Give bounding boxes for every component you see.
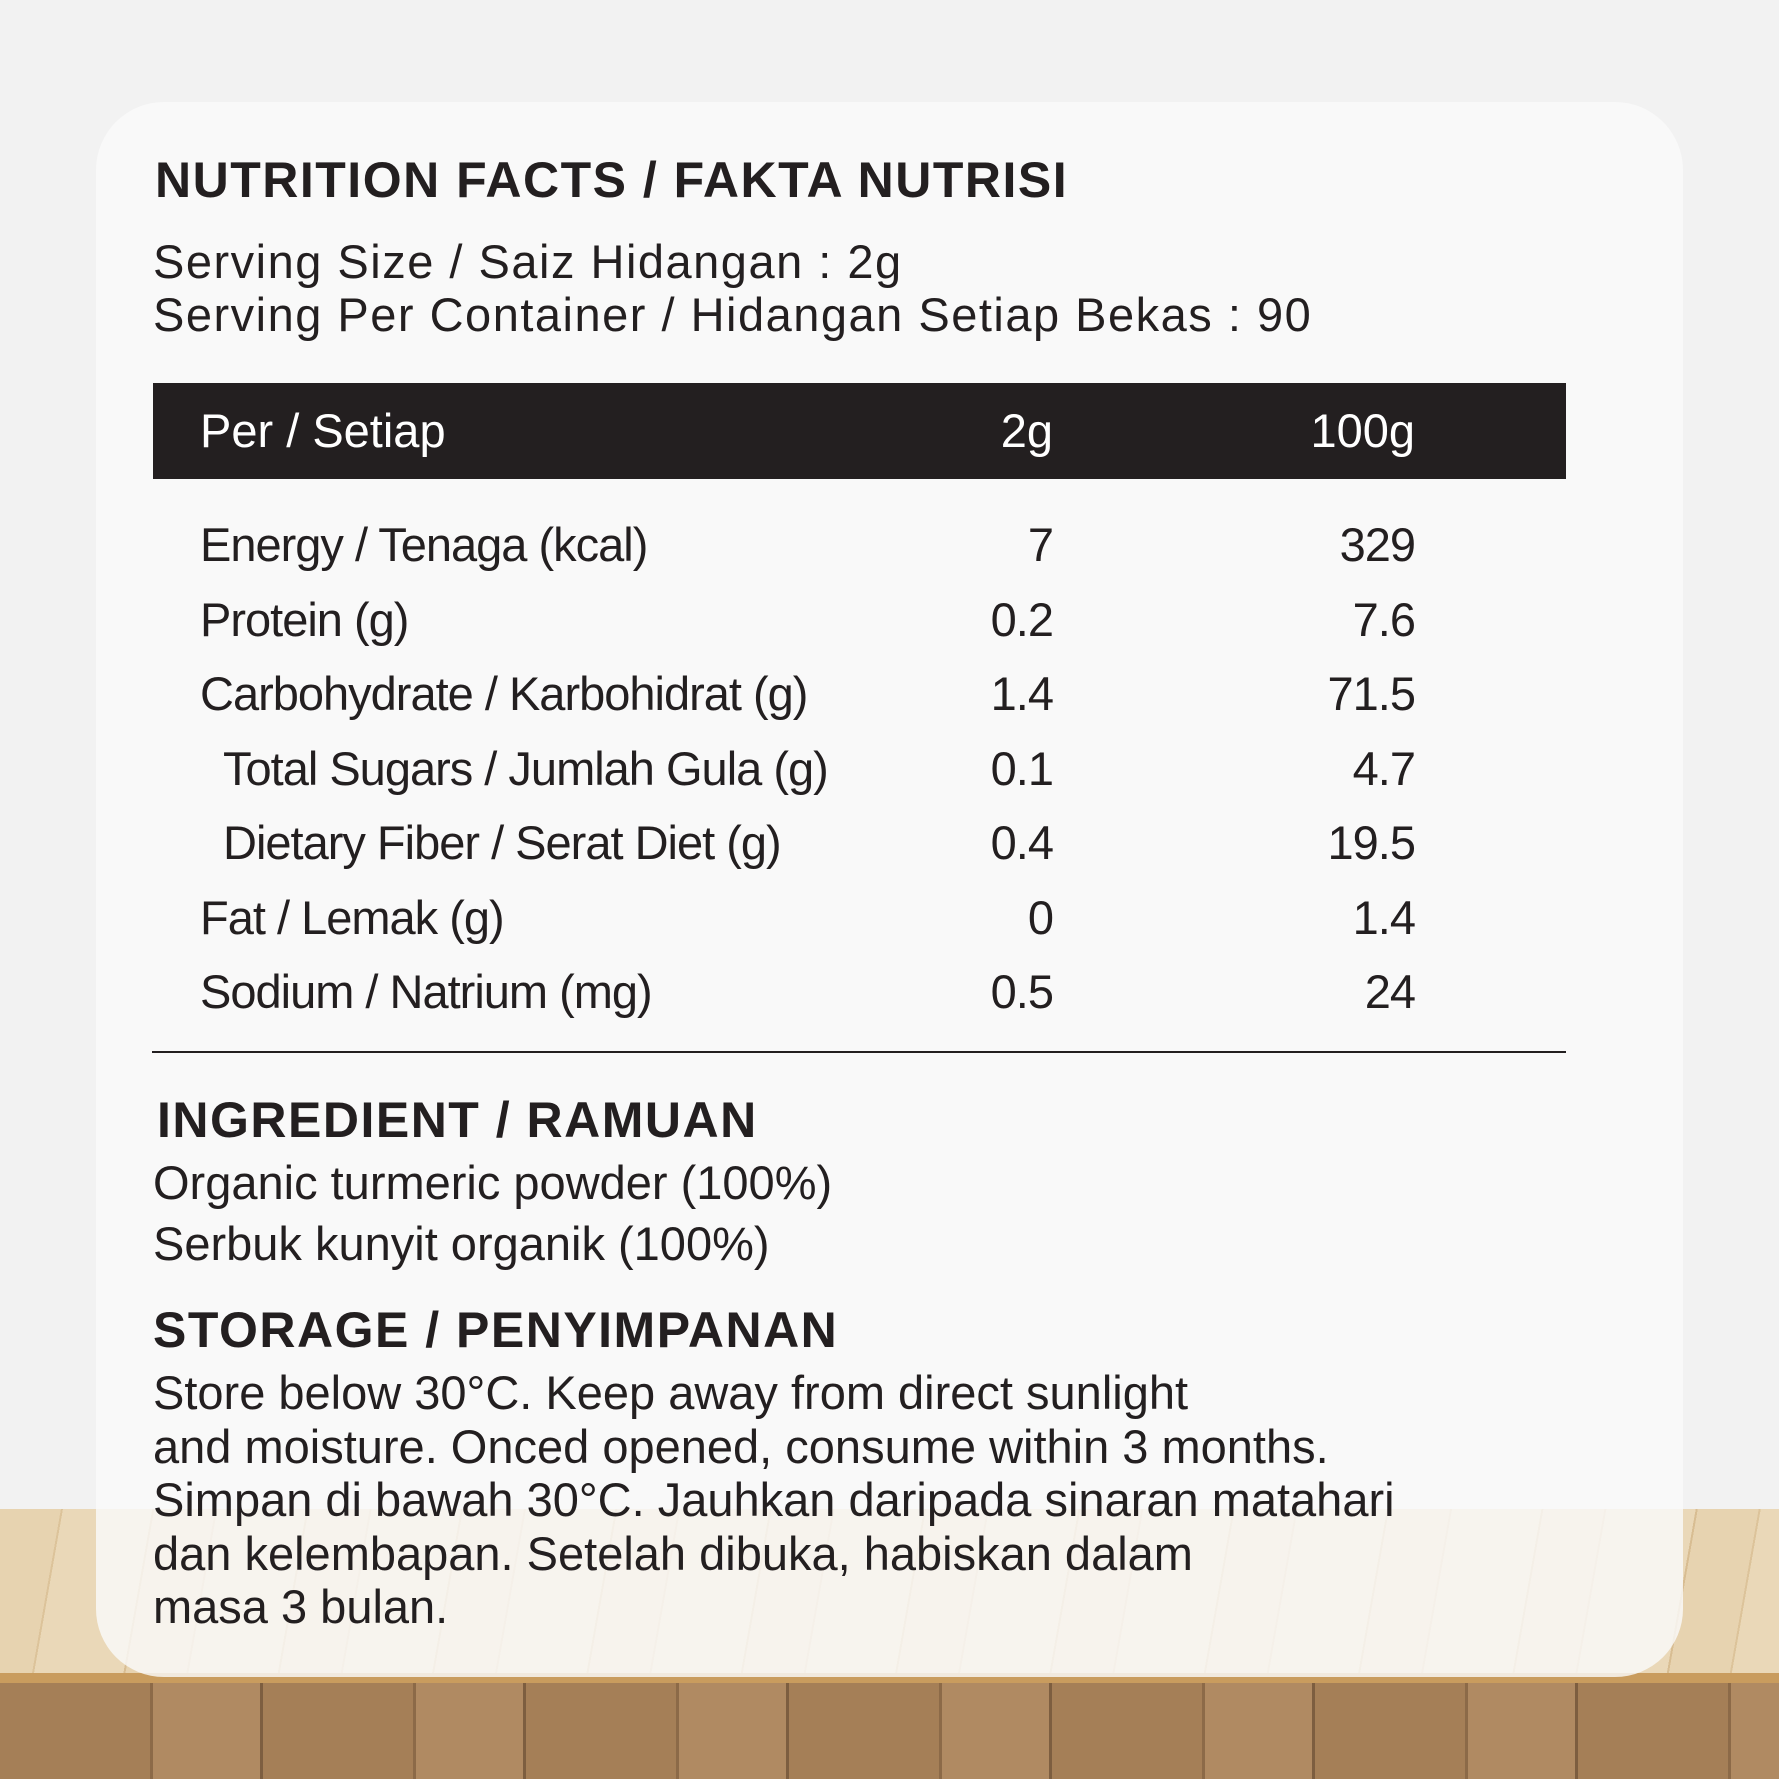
label-card <box>96 102 1683 1677</box>
header-per: Per / Setiap <box>200 404 446 457</box>
storage-title: STORAGE / PENYIMPANAN <box>153 1302 839 1358</box>
nutrient-per-serving: 0.5 <box>990 965 1054 1018</box>
storage-line: dan kelembapan. Setelah dibuka, habiskan… <box>153 1527 1193 1580</box>
nutrient-row: Energy / Tenaga (kcal) 7 329 <box>153 515 1566 575</box>
nutrient-label: Sodium / Natrium (mg) <box>200 965 653 1018</box>
nutrient-row: Total Sugars / Jumlah Gula (g) 0.1 4.7 <box>153 739 1566 799</box>
nutrient-row: Carbohydrate / Karbohidrat (g) 1.4 71.5 <box>153 664 1566 724</box>
nutrient-row: Dietary Fiber / Serat Diet (g) 0.4 19.5 <box>153 813 1566 873</box>
nutrient-row: Sodium / Natrium (mg) 0.5 24 <box>153 962 1566 1022</box>
nutrient-label: Fat / Lemak (g) <box>200 890 505 944</box>
nutrient-per-100g: 329 <box>1339 518 1416 571</box>
nutrient-label: Energy / Tenaga (kcal) <box>200 518 648 571</box>
header-per-100g: 100g <box>1310 404 1415 457</box>
nutrient-per-serving: 0 <box>1027 890 1054 944</box>
nutrient-label: Total Sugars / Jumlah Gula (g) <box>223 741 829 795</box>
nutrient-per-100g: 4.7 <box>1352 741 1416 795</box>
nutrient-row: Protein (g) 0.2 7.6 <box>153 590 1566 650</box>
nutrition-title: NUTRITION FACTS / FAKTA NUTRISI <box>155 152 1069 208</box>
ingredient-line: Organic turmeric powder (100%) <box>153 1156 833 1209</box>
ingredient-line: Serbuk kunyit organik (100%) <box>153 1217 770 1270</box>
nutrient-per-serving: 7 <box>1027 518 1054 571</box>
ingredient-title: INGREDIENT / RAMUAN <box>157 1092 758 1148</box>
nutrient-per-serving: 0.1 <box>990 741 1054 795</box>
wood-table-edge <box>0 1673 1779 1683</box>
serving-size: Serving Size / Saiz Hidangan : 2g <box>153 235 903 288</box>
nutrient-row: Fat / Lemak (g) 0 1.4 <box>153 888 1566 948</box>
table-header: Per / Setiap 2g 100g <box>153 383 1566 479</box>
nutrient-per-serving: 0.2 <box>990 592 1054 646</box>
nutrient-label: Protein (g) <box>200 592 409 646</box>
nutrient-per-serving: 1.4 <box>990 667 1054 720</box>
wood-table-front <box>0 1683 1779 1779</box>
storage-line: Store below 30°C. Keep away from direct … <box>153 1366 1189 1419</box>
nutrient-per-100g: 7.6 <box>1352 592 1416 646</box>
header-per-serving: 2g <box>1000 404 1053 457</box>
nutrient-per-100g: 24 <box>1364 965 1416 1018</box>
table-divider <box>152 1051 1566 1053</box>
nutrient-per-serving: 0.4 <box>990 816 1054 869</box>
nutrient-per-100g: 1.4 <box>1352 890 1416 944</box>
nutrient-per-100g: 71.5 <box>1327 667 1416 720</box>
nutrient-label: Dietary Fiber / Serat Diet (g) <box>223 816 782 869</box>
servings-per-container: Serving Per Container / Hidangan Setiap … <box>153 288 1313 341</box>
storage-line: masa 3 bulan. <box>153 1580 449 1633</box>
nutrient-per-100g: 19.5 <box>1327 816 1416 869</box>
storage-line: Simpan di bawah 30°C. Jauhkan daripada s… <box>153 1473 1395 1526</box>
storage-line: and moisture. Onced opened, consume with… <box>153 1420 1329 1473</box>
nutrient-label: Carbohydrate / Karbohidrat (g) <box>200 667 808 720</box>
